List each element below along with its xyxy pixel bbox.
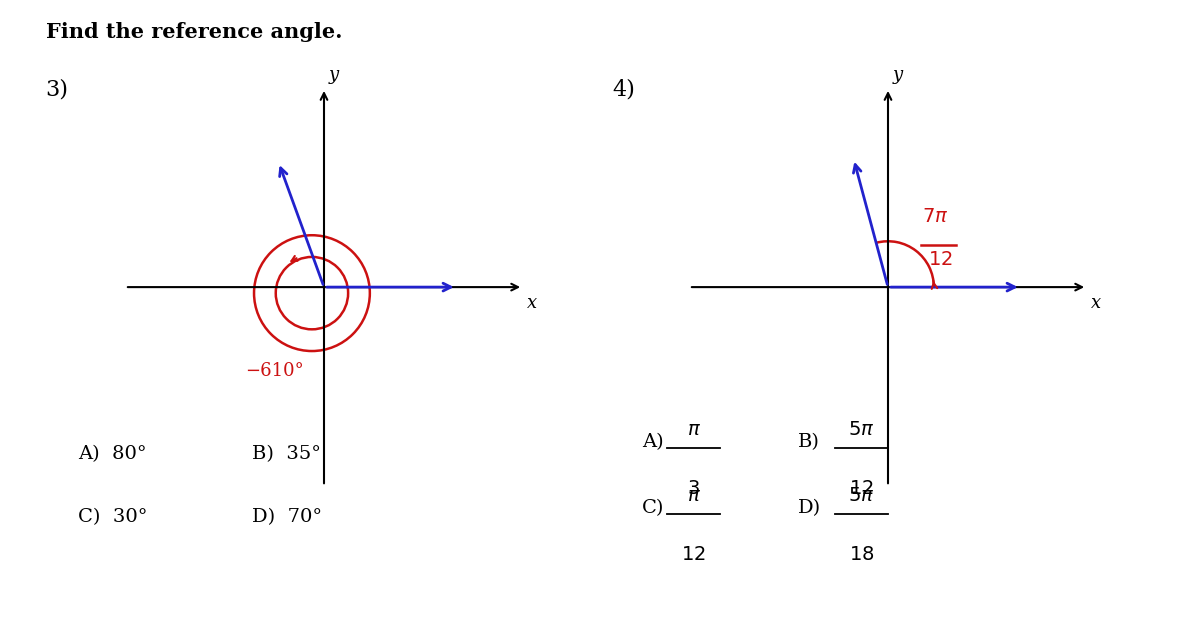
- Text: B): B): [798, 433, 820, 451]
- Text: $\pi$: $\pi$: [686, 420, 701, 439]
- Text: C)  30°: C) 30°: [78, 508, 148, 526]
- Text: $\pi$: $\pi$: [686, 487, 701, 505]
- Text: C): C): [642, 499, 665, 517]
- Text: D)  70°: D) 70°: [252, 508, 322, 526]
- Text: $7\pi$: $7\pi$: [922, 208, 948, 225]
- Text: $3$: $3$: [688, 480, 700, 498]
- Text: 4): 4): [612, 79, 635, 101]
- Text: 3): 3): [46, 79, 68, 101]
- Text: $12$: $12$: [850, 480, 874, 498]
- Text: D): D): [798, 499, 821, 517]
- Text: $18$: $18$: [848, 546, 875, 564]
- Text: x: x: [527, 294, 536, 312]
- Text: y: y: [893, 66, 902, 85]
- Text: $12$: $12$: [928, 251, 953, 269]
- Text: $12$: $12$: [682, 546, 706, 564]
- Text: y: y: [329, 66, 338, 85]
- Text: −610°: −610°: [246, 362, 305, 380]
- Text: Find the reference angle.: Find the reference angle.: [46, 22, 342, 42]
- Text: x: x: [1091, 294, 1100, 312]
- Text: $5\pi$: $5\pi$: [848, 487, 875, 505]
- Text: $5\pi$: $5\pi$: [848, 420, 875, 439]
- Text: A)  80°: A) 80°: [78, 445, 146, 463]
- Text: B)  35°: B) 35°: [252, 445, 322, 463]
- Text: A): A): [642, 433, 664, 451]
